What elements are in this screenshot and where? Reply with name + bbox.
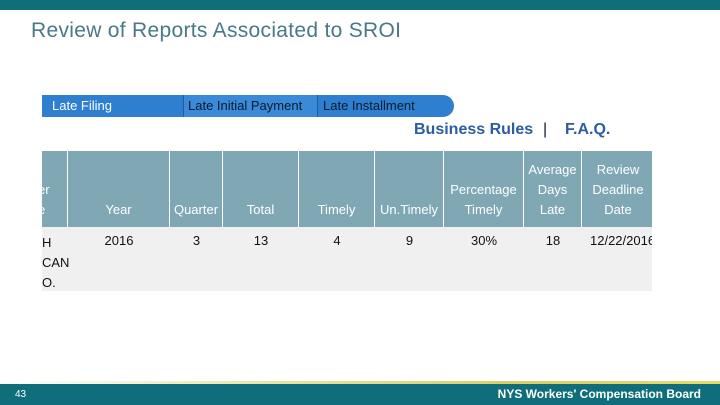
header-average-days-late: Average Days Late <box>524 151 582 227</box>
table-row[interactable]: H CAN O. 2016 3 13 4 9 30% 18 12/22/2016 <box>42 227 652 291</box>
cell-timely: 4 <box>333 233 341 248</box>
header-review-deadline-date: Review Deadline Date <box>592 162 644 217</box>
header-percentage-timely: Percentage Timely <box>444 151 524 227</box>
table-header-row: er e Year Quarter Total Timely Un.Timely… <box>42 151 652 227</box>
cell-year: 2016 <box>104 233 134 248</box>
tab-late-installment[interactable]: Late Installment <box>323 98 415 113</box>
slide-title: Review of Reports Associated to SROI <box>31 19 402 42</box>
cell-untimely: 9 <box>405 233 414 248</box>
business-rules-link[interactable]: Business Rules <box>414 121 534 138</box>
header-total: Total <box>223 151 299 227</box>
footer-accent-line <box>0 381 720 385</box>
cell-average-days-late: 18 <box>545 233 561 248</box>
top-banner <box>0 0 720 10</box>
cell-review-deadline-date: 12/22/2016 <box>590 233 652 248</box>
page-number: 43 <box>15 389 27 400</box>
footer-banner <box>0 384 720 405</box>
header-untimely: Un.Timely <box>375 151 444 227</box>
cell-quarter: 3 <box>192 233 201 248</box>
tab-late-initial-payment[interactable]: Late Initial Payment <box>184 95 318 117</box>
organization-name: NYS Workers' Compensation Board <box>497 387 701 401</box>
tab-late-filing[interactable]: Late Filing <box>42 95 184 117</box>
report-table: er e Year Quarter Total Timely Un.Timely… <box>42 151 652 291</box>
row-first-col-partial: H CAN O. <box>42 235 70 290</box>
link-separator: | <box>543 121 548 138</box>
faq-link[interactable]: F.A.Q. <box>565 121 611 138</box>
header-quarter: Quarter <box>170 151 223 227</box>
header-timely: Timely <box>299 151 375 227</box>
header-year: Year <box>68 151 170 227</box>
cell-total: 13 <box>253 233 269 248</box>
report-tab-strip: Late Filing Late Initial Payment Late In… <box>42 95 454 117</box>
cell-percentage-timely: 30% <box>470 233 498 248</box>
header-first-col-partial: er e <box>42 151 68 227</box>
